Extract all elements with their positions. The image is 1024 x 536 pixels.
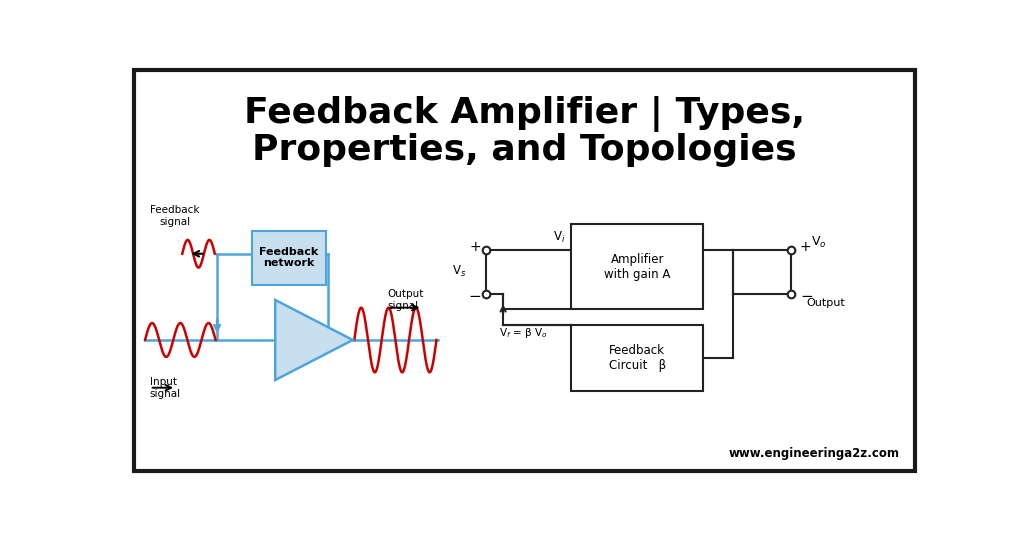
Text: −: −: [800, 289, 813, 304]
Text: −: −: [573, 293, 585, 307]
Text: Feedback Amplifier | Types,: Feedback Amplifier | Types,: [245, 95, 805, 132]
FancyBboxPatch shape: [571, 325, 703, 391]
Text: −: −: [469, 289, 481, 304]
Text: V$_i$: V$_i$: [553, 230, 565, 245]
Text: Feedback
Circuit   β: Feedback Circuit β: [608, 344, 666, 371]
Text: Output
signal: Output signal: [388, 289, 424, 311]
FancyBboxPatch shape: [252, 230, 326, 285]
Text: Properties, and Topologies: Properties, and Topologies: [253, 133, 797, 167]
Text: Feedback
network: Feedback network: [259, 247, 318, 269]
Text: +: +: [469, 240, 481, 254]
Text: +: +: [573, 227, 585, 240]
Polygon shape: [275, 300, 352, 380]
Text: V$_o$: V$_o$: [811, 235, 826, 250]
Text: www.engineeringa2z.com: www.engineeringa2z.com: [728, 447, 899, 460]
Text: Feedback
signal: Feedback signal: [150, 205, 200, 227]
Text: Input
signal: Input signal: [150, 377, 181, 399]
FancyBboxPatch shape: [571, 225, 703, 309]
Text: +: +: [573, 326, 585, 339]
Text: Output: Output: [806, 298, 845, 308]
Text: −: −: [573, 376, 585, 390]
Text: +: +: [800, 240, 812, 254]
Text: V$_s$: V$_s$: [452, 264, 466, 279]
Text: V$_f$ = β V$_o$: V$_f$ = β V$_o$: [500, 326, 548, 340]
Text: Amplifier
with gain A: Amplifier with gain A: [604, 253, 671, 281]
